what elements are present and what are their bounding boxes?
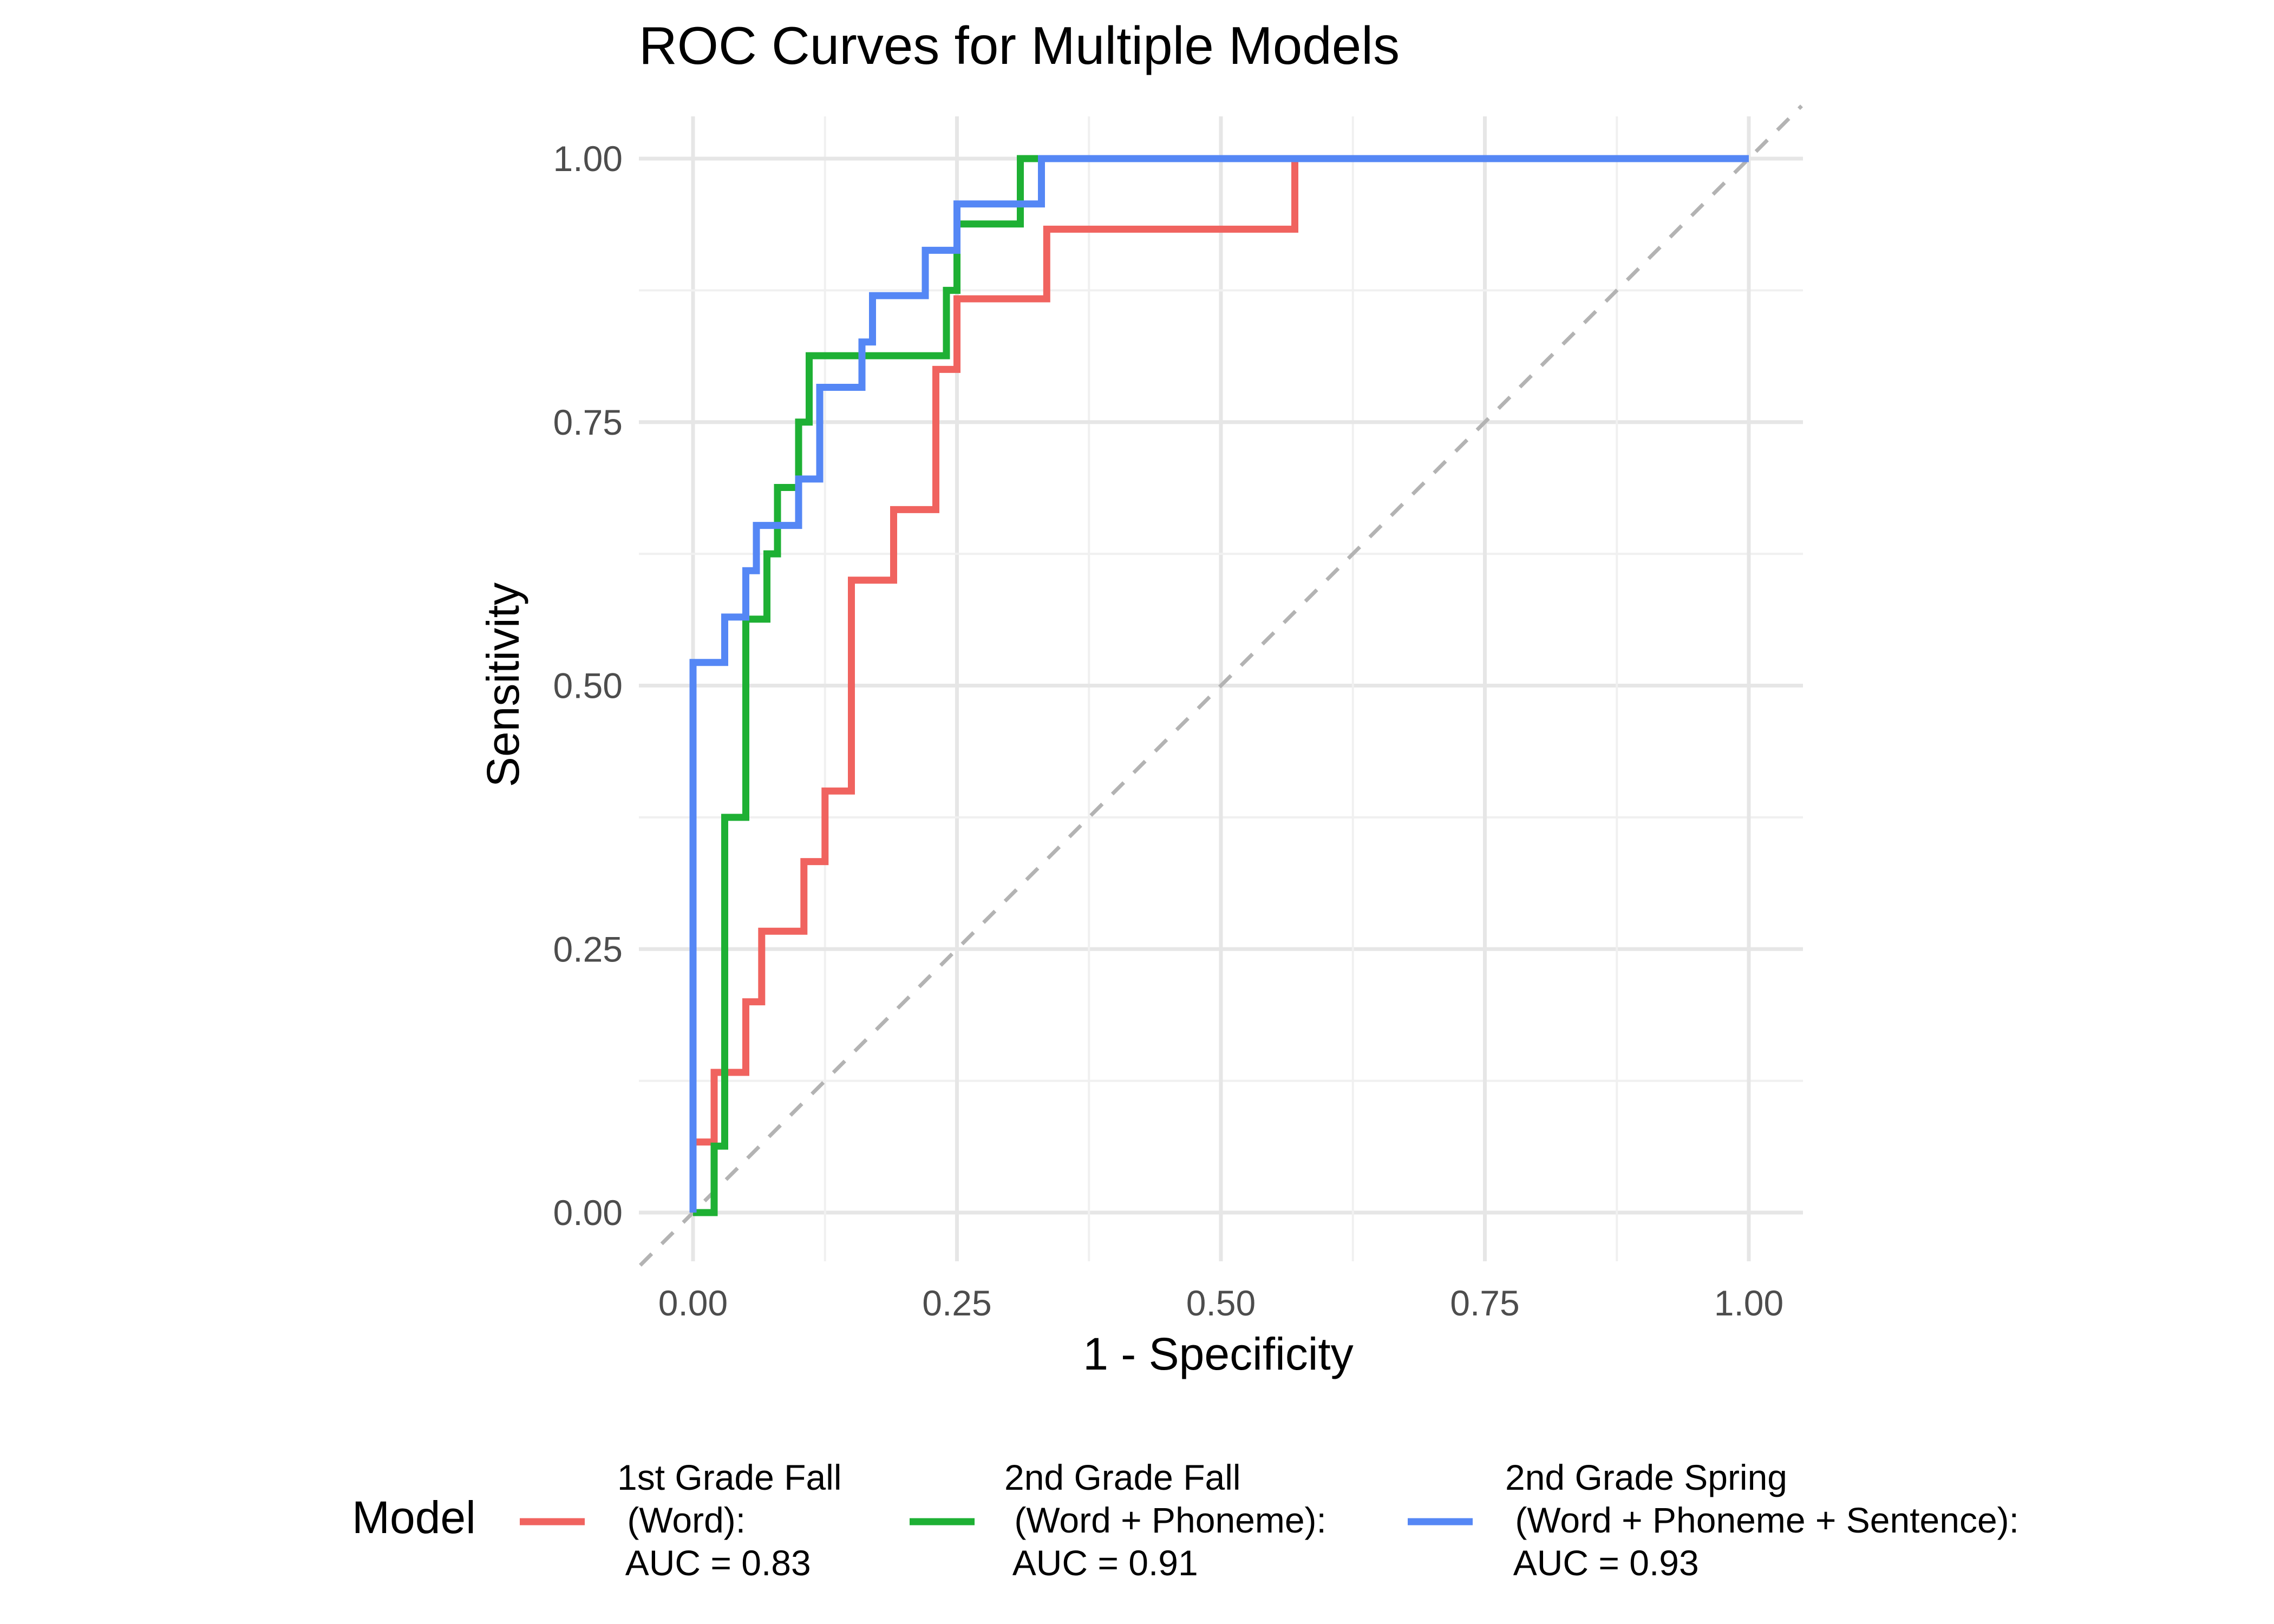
legend-label-line: (Word + Phoneme + Sentence): <box>1505 1500 2019 1540</box>
x-tick-label: 0.75 <box>1450 1283 1519 1323</box>
legend-label-line: AUC = 0.93 <box>1505 1543 1699 1583</box>
y-tick-label: 0.00 <box>553 1193 623 1233</box>
legend-label-line: (Word + Phoneme): <box>1004 1500 1327 1540</box>
legend-label-line: (Word): <box>617 1500 746 1540</box>
legend-label-1: 1st Grade Fall (Word): AUC = 0.83 <box>617 1457 842 1583</box>
x-axis-ticks: 0.00 0.25 0.50 0.75 1.00 <box>658 1283 1783 1323</box>
y-tick-label: 0.75 <box>553 402 623 442</box>
x-tick-label: 0.00 <box>658 1283 728 1323</box>
legend-label-line: 2nd Grade Spring <box>1505 1457 1787 1497</box>
roc-series-line-3 <box>689 155 1749 1213</box>
x-tick-label: 1.00 <box>1714 1283 1783 1323</box>
y-tick-label: 0.25 <box>553 929 623 969</box>
legend-label-3: 2nd Grade Spring (Word + Phoneme + Sente… <box>1505 1457 2019 1583</box>
legend-label-line: AUC = 0.91 <box>1004 1543 1198 1583</box>
x-axis-label: 1 - Specificity <box>1083 1328 1354 1379</box>
series-lines <box>689 155 1749 1216</box>
y-tick-label: 0.50 <box>553 666 623 706</box>
legend-label-line: 2nd Grade Fall <box>1004 1457 1241 1497</box>
y-tick-label: 1.00 <box>553 139 623 179</box>
legend-label-line: 1st Grade Fall <box>617 1457 842 1497</box>
legend: Model 1st Grade Fall (Word): AUC = 0.83 2… <box>352 1457 2019 1583</box>
chart-title: ROC Curves for Multiple Models <box>639 16 1400 75</box>
roc-series-line-2 <box>693 155 1749 1216</box>
x-tick-label: 0.25 <box>922 1283 991 1323</box>
legend-label-2: 2nd Grade Fall (Word + Phoneme): AUC = 0… <box>1004 1457 1327 1583</box>
x-tick-label: 0.50 <box>1186 1283 1256 1323</box>
y-axis-ticks: 0.00 0.25 0.50 0.75 1.00 <box>553 139 623 1233</box>
y-axis-label: Sensitivity <box>478 582 528 787</box>
reference-diagonal <box>639 104 1803 1267</box>
roc-series-line-1 <box>689 155 1749 1213</box>
legend-label-line: AUC = 0.83 <box>617 1543 811 1583</box>
legend-items: 1st Grade Fall (Word): AUC = 0.83 2nd Gra… <box>520 1457 2019 1583</box>
legend-title: Model <box>352 1492 476 1543</box>
